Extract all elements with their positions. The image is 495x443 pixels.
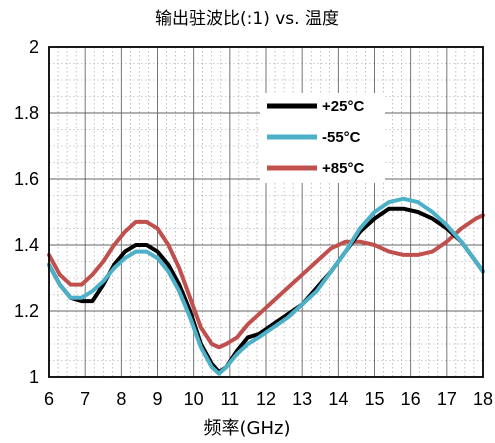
- x-tick-labels: 6 7 8 9 10 11 12 13 14 15 16 17 18: [44, 389, 493, 409]
- y-tick-label: 1: [29, 367, 39, 387]
- x-tick-label: 11: [220, 389, 239, 409]
- series-line-2: [47, 213, 485, 350]
- series-line-1: [47, 196, 485, 376]
- y-tick-label: 1.8: [14, 103, 39, 123]
- x-tick-label: 18: [473, 389, 493, 409]
- chart-title: 输出驻波比(:1) vs. 温度: [155, 9, 339, 29]
- x-tick-label: 8: [116, 389, 126, 409]
- series-layer: [47, 196, 485, 376]
- x-tick-label: 16: [401, 389, 421, 409]
- x-tick-label: 9: [152, 389, 162, 409]
- y-tick-label: 1.4: [14, 235, 39, 255]
- plot-frame: [48, 46, 484, 378]
- x-tick-label: 7: [80, 389, 90, 409]
- legend-label-2: +85°C: [322, 160, 364, 177]
- x-tick-label: 6: [44, 389, 54, 409]
- series-line-0: [47, 206, 485, 375]
- x-tick-label: 15: [364, 389, 384, 409]
- legend: +25°C -55°C +85°C: [267, 98, 364, 177]
- x-tick-label: 10: [184, 389, 204, 409]
- x-tick-label: 12: [256, 389, 276, 409]
- legend-label-0: +25°C: [322, 98, 364, 115]
- x-tick-label: 14: [328, 389, 348, 409]
- y-tick-label: 1.2: [14, 301, 39, 321]
- legend-label-1: -55°C: [322, 129, 361, 146]
- x-tick-label: 13: [292, 389, 312, 409]
- x-axis-title: 频率(GHz): [204, 418, 291, 439]
- x-tick-label: 17: [437, 389, 457, 409]
- y-tick-label: 1.6: [14, 169, 39, 189]
- y-tick-label: 2: [29, 37, 39, 57]
- y-tick-labels: 1 1.2 1.4 1.6 1.8 2: [14, 37, 39, 387]
